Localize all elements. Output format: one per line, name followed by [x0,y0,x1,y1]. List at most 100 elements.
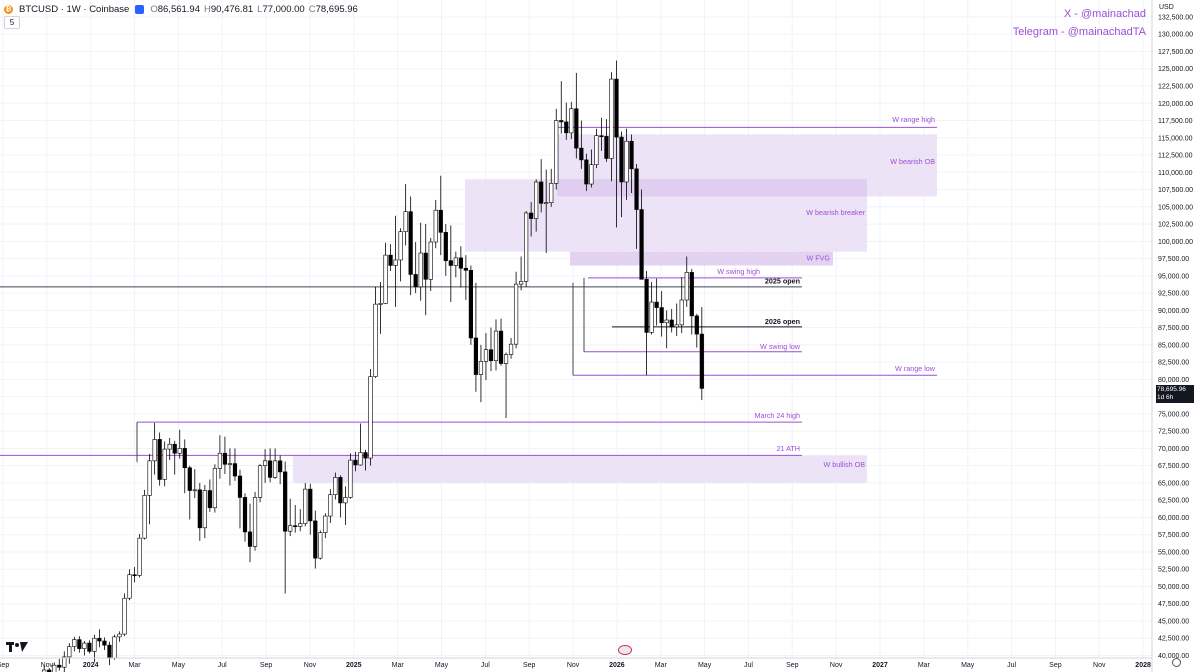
price-tick-label[interactable]: 52,500.00 [1158,567,1189,574]
annotation-label[interactable]: March 24 high [754,411,800,420]
candle-body[interactable] [192,489,197,492]
annotation-label[interactable]: W range high [892,115,935,124]
axis-settings-icon[interactable] [1172,658,1181,667]
candle-body[interactable] [609,78,614,159]
candle-body[interactable] [318,532,323,559]
candle-body[interactable] [503,354,509,364]
time-tick-label[interactable]: Jul [481,662,490,669]
candle-body[interactable] [483,349,489,362]
price-tick-label[interactable]: 72,500.00 [1158,429,1189,436]
candle-body[interactable] [524,212,529,282]
candle-body[interactable] [604,136,609,159]
symbol-header[interactable]: ₿ BTCUSD · 1W · Coinbase O86,561.94 H90,… [4,2,358,16]
candle-body[interactable] [654,301,659,308]
candle-body[interactable] [157,439,162,480]
price-tick-label[interactable]: 55,000.00 [1158,549,1189,556]
candle-body[interactable] [493,330,499,362]
time-tick-label[interactable]: Nov [830,662,843,669]
time-tick-label[interactable]: May [172,662,186,669]
candle-body[interactable] [283,471,288,532]
price-tick-label[interactable]: 50,000.00 [1158,584,1189,591]
candle-body[interactable] [689,272,694,317]
candle-body[interactable] [172,443,177,454]
candle-body[interactable] [338,477,343,504]
price-tick-label[interactable]: 42,500.00 [1158,636,1189,643]
symbol-label[interactable]: BTCUSD · 1W · Coinbase [19,3,130,15]
candle-body[interactable] [594,135,599,165]
candle-body[interactable] [428,241,433,280]
candle-body[interactable] [107,644,112,659]
candle-body[interactable] [478,361,484,375]
candle-body[interactable] [669,319,674,328]
candle-body[interactable] [629,140,634,170]
candle-body[interactable] [679,299,684,326]
candle-body[interactable] [137,537,142,576]
price-tick-label[interactable]: 62,500.00 [1158,498,1189,505]
candle-body[interactable] [87,642,92,652]
candle-body[interactable] [448,260,453,266]
price-tick-label[interactable]: 87,500.00 [1158,325,1189,332]
price-tick-label[interactable]: 90,000.00 [1158,308,1189,315]
candle-body[interactable] [52,664,57,672]
candle-body[interactable] [649,301,654,333]
candle-body[interactable] [358,452,363,466]
annotation-label[interactable]: W range low [895,364,936,373]
candle-body[interactable] [328,494,333,517]
candle-body[interactable] [267,460,273,478]
candle-body[interactable] [574,108,579,149]
candle-body[interactable] [147,460,152,496]
candle-body[interactable] [684,272,689,301]
candle-body[interactable] [293,525,298,528]
annotation-label[interactable]: W swing low [760,342,801,351]
price-tick-label[interactable]: 132,500.00 [1158,14,1193,21]
candle-body[interactable] [273,460,278,478]
candle-body[interactable] [207,490,212,509]
candle-body[interactable] [534,181,539,219]
price-tick-label[interactable]: 75,000.00 [1158,411,1189,418]
candle-body[interactable] [343,497,348,504]
price-tick-label[interactable]: 57,500.00 [1158,532,1189,539]
price-tick-label[interactable]: 82,500.00 [1158,360,1189,367]
annotation-label[interactable]: W swing high [717,267,760,276]
candle-body[interactable] [413,274,418,288]
candle-body[interactable] [393,259,398,266]
candle-body[interactable] [298,523,303,527]
price-tick-label[interactable]: 85,000.00 [1158,342,1189,349]
candle-body[interactable] [529,212,534,219]
candle-body[interactable] [554,120,559,184]
annotation-label[interactable]: 2026 open [765,317,800,326]
time-tick-label[interactable]: 2027 [872,662,888,669]
candle-body[interactable] [433,209,438,243]
candle-body[interactable] [664,319,669,324]
candle-body[interactable] [127,574,132,599]
candle-body[interactable] [57,664,62,668]
candle-body[interactable] [308,488,313,522]
candle-body[interactable] [674,324,679,328]
time-tick-label[interactable]: 2026 [609,662,625,669]
annotation-label[interactable]: W bullish OB [823,460,865,469]
time-tick-label[interactable]: Sep [786,662,799,669]
candle-body[interactable] [162,448,167,480]
time-tick-label[interactable]: Sep [523,662,536,669]
candle-body[interactable] [373,303,378,377]
time-tick-label[interactable]: May [435,662,449,669]
candle-body[interactable] [77,639,82,649]
annotation-label[interactable]: 21 ATH [777,444,800,453]
price-tick-label[interactable]: 127,500.00 [1158,49,1193,56]
price-tick-label[interactable]: 95,000.00 [1158,273,1189,280]
price-tick-label[interactable]: 70,000.00 [1158,446,1189,453]
candle-body[interactable] [353,459,358,466]
candle-body[interactable] [262,460,268,466]
time-tick-label[interactable]: May [961,662,975,669]
candle-body[interactable] [559,120,564,123]
time-tick-label[interactable]: Mar [392,662,405,669]
indicator-counter[interactable]: 5 [4,16,20,29]
price-tick-label[interactable]: 122,500.00 [1158,84,1193,91]
candle-body[interactable] [212,468,217,509]
price-tick-label[interactable]: 102,500.00 [1158,222,1193,229]
candle-body[interactable] [47,669,52,672]
time-tick-label[interactable]: Mar [129,662,142,669]
time-tick-label[interactable]: 2025 [346,662,362,669]
price-tick-label[interactable]: 105,000.00 [1158,204,1193,211]
